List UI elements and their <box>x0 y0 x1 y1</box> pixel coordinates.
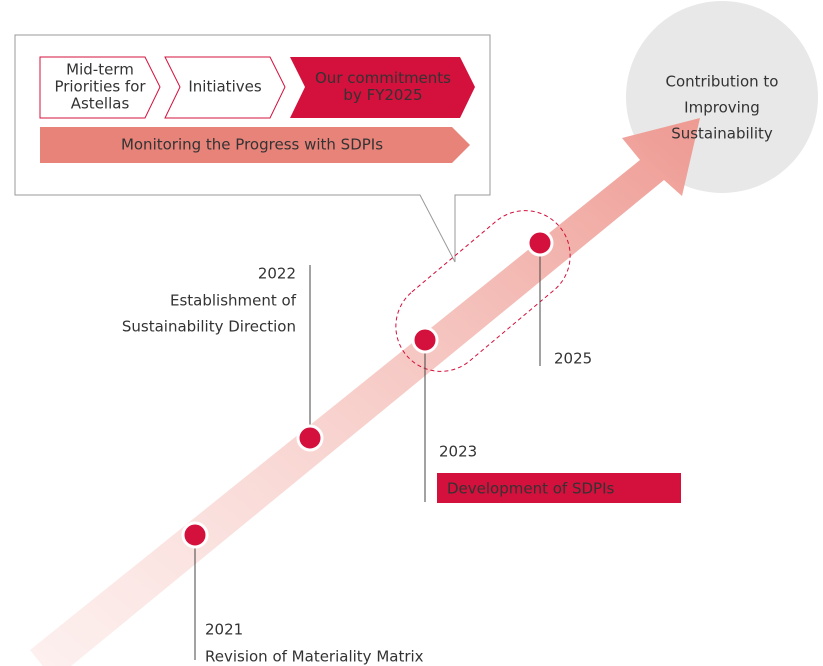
milestone-dot <box>296 424 324 452</box>
monitoring-bar <box>40 127 470 163</box>
goal-label: Sustainability <box>671 125 773 143</box>
step-chevron <box>290 57 475 118</box>
milestone-year: 2023 <box>439 443 477 461</box>
progress-arrow <box>30 118 700 666</box>
milestone-year: 2022 <box>258 265 296 283</box>
milestone-label: Sustainability Direction <box>122 318 296 336</box>
goal-label: Contribution to <box>666 73 779 91</box>
goal-label: Improving <box>684 99 760 117</box>
step-label: Our commitments <box>315 69 451 87</box>
milestone-dot <box>181 521 209 549</box>
milestone-label: Revision of Materiality Matrix <box>205 648 424 666</box>
highlight-label-bg <box>437 473 681 503</box>
milestone-label: Establishment of <box>170 292 297 310</box>
step-chevron <box>164 56 286 119</box>
step-chevron <box>39 56 161 119</box>
step-label: Astellas <box>71 95 130 113</box>
step-label: by FY2025 <box>343 86 422 104</box>
milestone-year: 2021 <box>205 621 243 639</box>
step-label: Priorities for <box>54 78 146 96</box>
milestone-year: 2025 <box>554 350 592 368</box>
milestone-dot <box>526 229 554 257</box>
step-label: Initiatives <box>188 78 261 96</box>
milestone-dot <box>411 326 439 354</box>
milestone-label: Development of SDPIs <box>447 480 615 498</box>
monitoring-label: Monitoring the Progress with SDPIs <box>121 136 383 154</box>
step-label: Mid-term <box>66 61 134 79</box>
